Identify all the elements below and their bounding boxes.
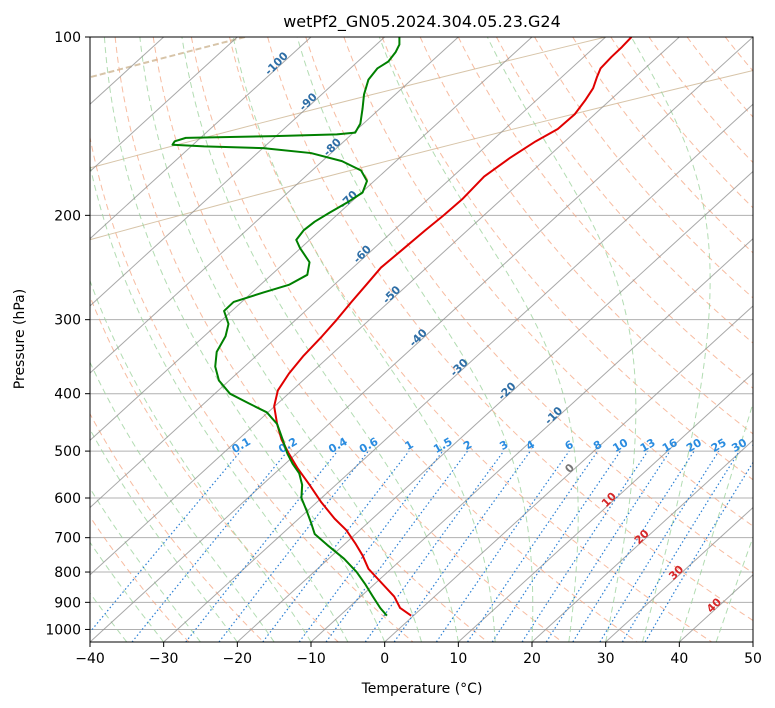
x-tick-label: −20 [223, 651, 253, 667]
isotherm-line [90, 37, 533, 442]
isotherm-line [90, 37, 459, 374]
isotherms [90, 37, 753, 642]
x-tick-label: 50 [744, 651, 762, 667]
isotherm-line [384, 305, 753, 642]
isotherm-line [752, 641, 753, 642]
dry-adiabat [267, 37, 753, 622]
y-axis-ticks: 100 200 300 400 500 600 700 800 900 1000 [45, 30, 90, 638]
mixing-ratio-line [131, 450, 289, 642]
mixing-ratio-line [491, 450, 621, 642]
plot-frame [89, 36, 754, 643]
mixing-ratio-line [435, 450, 570, 642]
y-tick-label: 700 [54, 531, 81, 547]
moist-adiabat [90, 541, 165, 642]
moist-adiabat [715, 535, 753, 642]
y-tick-label: 500 [54, 444, 81, 460]
y-tick-label: 600 [54, 491, 81, 507]
moist-adiabat [90, 428, 238, 642]
isotherm-line [90, 37, 238, 173]
mixing-ratio-line [621, 450, 740, 642]
isotherm-line [90, 37, 386, 307]
mixing-ratio-line [325, 450, 469, 642]
moist-adiabat [630, 37, 711, 642]
isotherm-line [163, 103, 753, 642]
moist-adiabat [90, 592, 128, 642]
moist-adiabat [90, 361, 275, 642]
moist-adiabats [90, 37, 753, 642]
moist-adiabat [378, 37, 579, 642]
y-tick-label: 100 [54, 30, 81, 46]
moist-adiabat [232, 37, 496, 642]
isotherm-line [457, 372, 753, 642]
dry-adiabat [457, 37, 753, 389]
mixing-ratio-line [90, 450, 242, 634]
moist-adiabat [90, 487, 201, 642]
dry-adiabat [114, 37, 488, 642]
x-tick-label: 0 [380, 651, 389, 667]
moist-adiabat [90, 163, 349, 642]
y-axis-label: Pressure (hPa) [12, 289, 28, 389]
mixing-ratio-line [393, 450, 531, 642]
x-tick-label: −10 [296, 651, 326, 667]
isotherm-line [90, 37, 753, 642]
mixing-ratio-label: 36 [750, 436, 770, 455]
x-axis-label: Temperature (°C) [361, 681, 483, 697]
mixing-ratio-lines [90, 450, 753, 642]
x-tick-label: 30 [597, 651, 615, 667]
isotherm-line [236, 170, 753, 642]
dry-adiabat [763, 37, 775, 642]
chart-title: wetPf2_GN05.2024.304.05.23.G24 [283, 12, 561, 32]
y-tick-label: 200 [54, 208, 81, 224]
plot-area: 0.1 0.2 0.4 0.6 1 1.5 2 3 4 6 8 10 13 16 20 25 30 36-100-… [90, 37, 775, 642]
moist-adiabat [139, 37, 422, 642]
mixing-ratio-line [572, 450, 695, 642]
mixing-ratio-line [521, 450, 649, 642]
x-tick-label: 40 [670, 651, 688, 667]
sounding-series [171, 37, 633, 617]
isotherm-line [310, 237, 753, 642]
y-tick-label: 800 [54, 565, 81, 581]
dry-adiabat [343, 37, 753, 527]
mixing-ratio-line [262, 450, 410, 642]
dry-adiabat [419, 37, 753, 435]
y-tick-label: 1000 [45, 622, 81, 638]
temperature-line [273, 37, 633, 617]
moist-adiabat [678, 401, 753, 642]
dry-adiabat [90, 412, 264, 642]
y-tick-label: 900 [54, 595, 81, 611]
x-tick-label: 20 [523, 651, 541, 667]
moist-adiabat [296, 37, 534, 642]
dry-adiabat [190, 37, 638, 642]
isobar-grid [90, 37, 753, 630]
mixing-ratio-line [467, 450, 599, 642]
x-tick-label: 10 [449, 651, 467, 667]
x-tick-label: −30 [149, 651, 179, 667]
isotherm-line [90, 37, 680, 576]
moist-adiabat [181, 37, 459, 642]
dewpoint-line [171, 37, 401, 617]
y-tick-label: 300 [54, 313, 81, 329]
isotherm-line [531, 439, 753, 642]
mixing-ratio-line [298, 450, 444, 642]
y-tick-label: 400 [54, 387, 81, 403]
mixing-ratio-line [545, 450, 671, 642]
mixing-ratio-line [185, 450, 339, 642]
x-tick-label: −40 [75, 651, 105, 667]
isotherm-line [90, 37, 607, 509]
isotherm-line [605, 506, 753, 642]
x-axis-ticks: −40 −30 −20 −10 0 10 20 30 40 50 [75, 642, 762, 667]
moist-adiabat [103, 37, 386, 642]
mixing-ratio-line [364, 450, 505, 642]
moist-adiabat [486, 37, 637, 642]
dry-adiabat [152, 37, 563, 642]
